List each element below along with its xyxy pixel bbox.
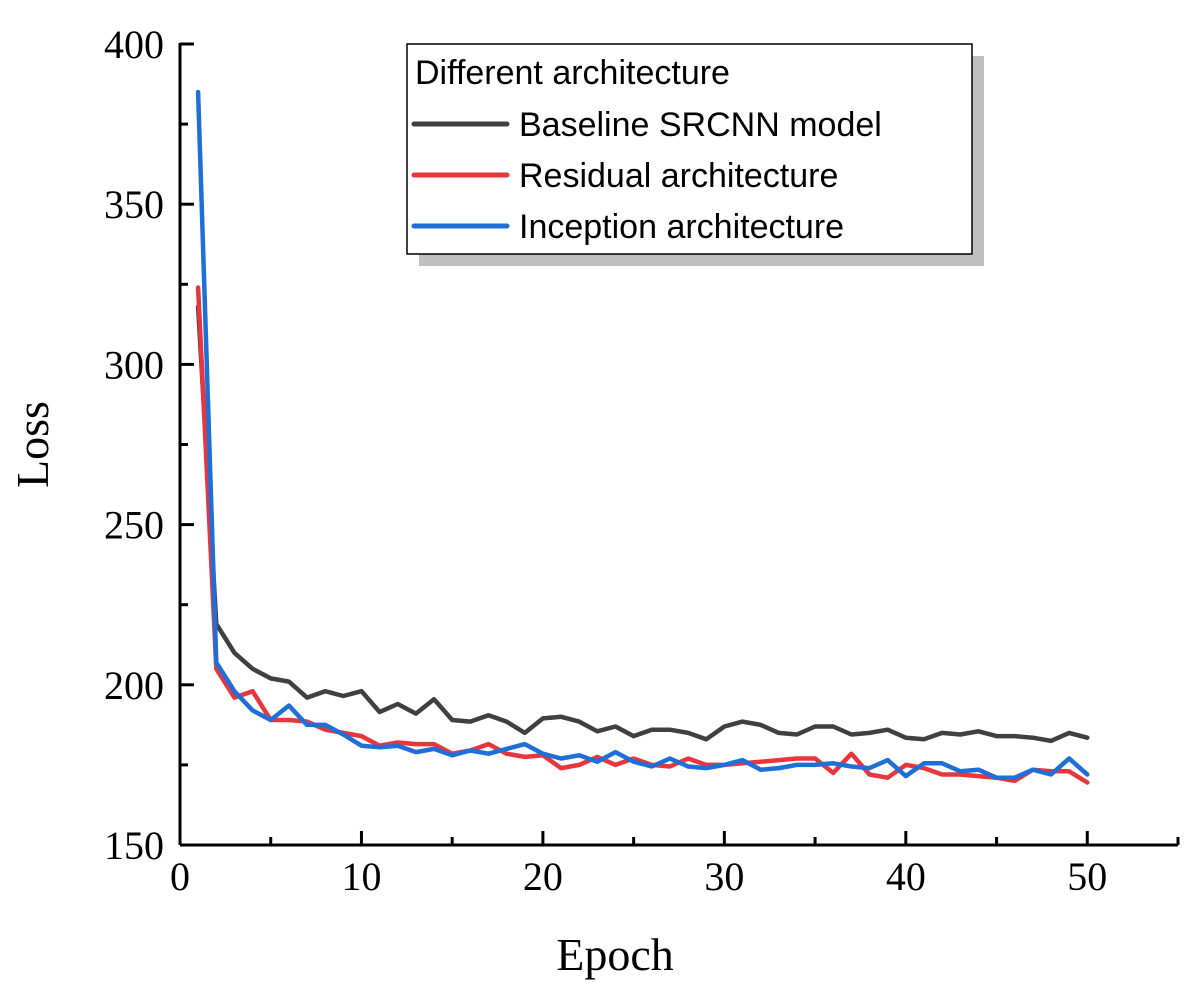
legend-entry-1: Baseline SRCNN model <box>519 106 882 144</box>
axes: 0 10 20 30 40 50 150 200 250 300 350 400 <box>104 22 1180 899</box>
series-line-1 <box>195 304 1090 744</box>
legend-entry-2: Residual architecture <box>519 157 838 195</box>
y-tick-label: 200 <box>104 663 164 708</box>
legend-box <box>406 43 973 255</box>
y-tick-label: 350 <box>104 182 164 227</box>
series-line-3 <box>195 89 1090 780</box>
x-tick-label: 10 <box>341 854 381 899</box>
x-tick-label: 20 <box>523 854 563 899</box>
y-tick-label: 400 <box>104 22 164 67</box>
legend: Different architecture Baseline SRCNN mod… <box>406 43 984 266</box>
series-line-2 <box>195 285 1090 785</box>
y-axis-title: Loss <box>7 401 58 488</box>
y-tick-label: 250 <box>104 503 164 548</box>
legend-entry-3: Inception architecture <box>519 208 844 246</box>
series-layer <box>195 89 1090 785</box>
legend-title: Different architecture <box>415 54 730 92</box>
y-tick-label: 300 <box>104 342 164 387</box>
x-tick-label: 50 <box>1067 854 1107 899</box>
x-tick-label: 40 <box>886 854 926 899</box>
x-tick-label: 30 <box>704 854 744 899</box>
x-axis-title: Epoch <box>556 929 674 980</box>
x-tick-label: 0 <box>170 854 190 899</box>
y-tick-label: 150 <box>104 823 164 868</box>
